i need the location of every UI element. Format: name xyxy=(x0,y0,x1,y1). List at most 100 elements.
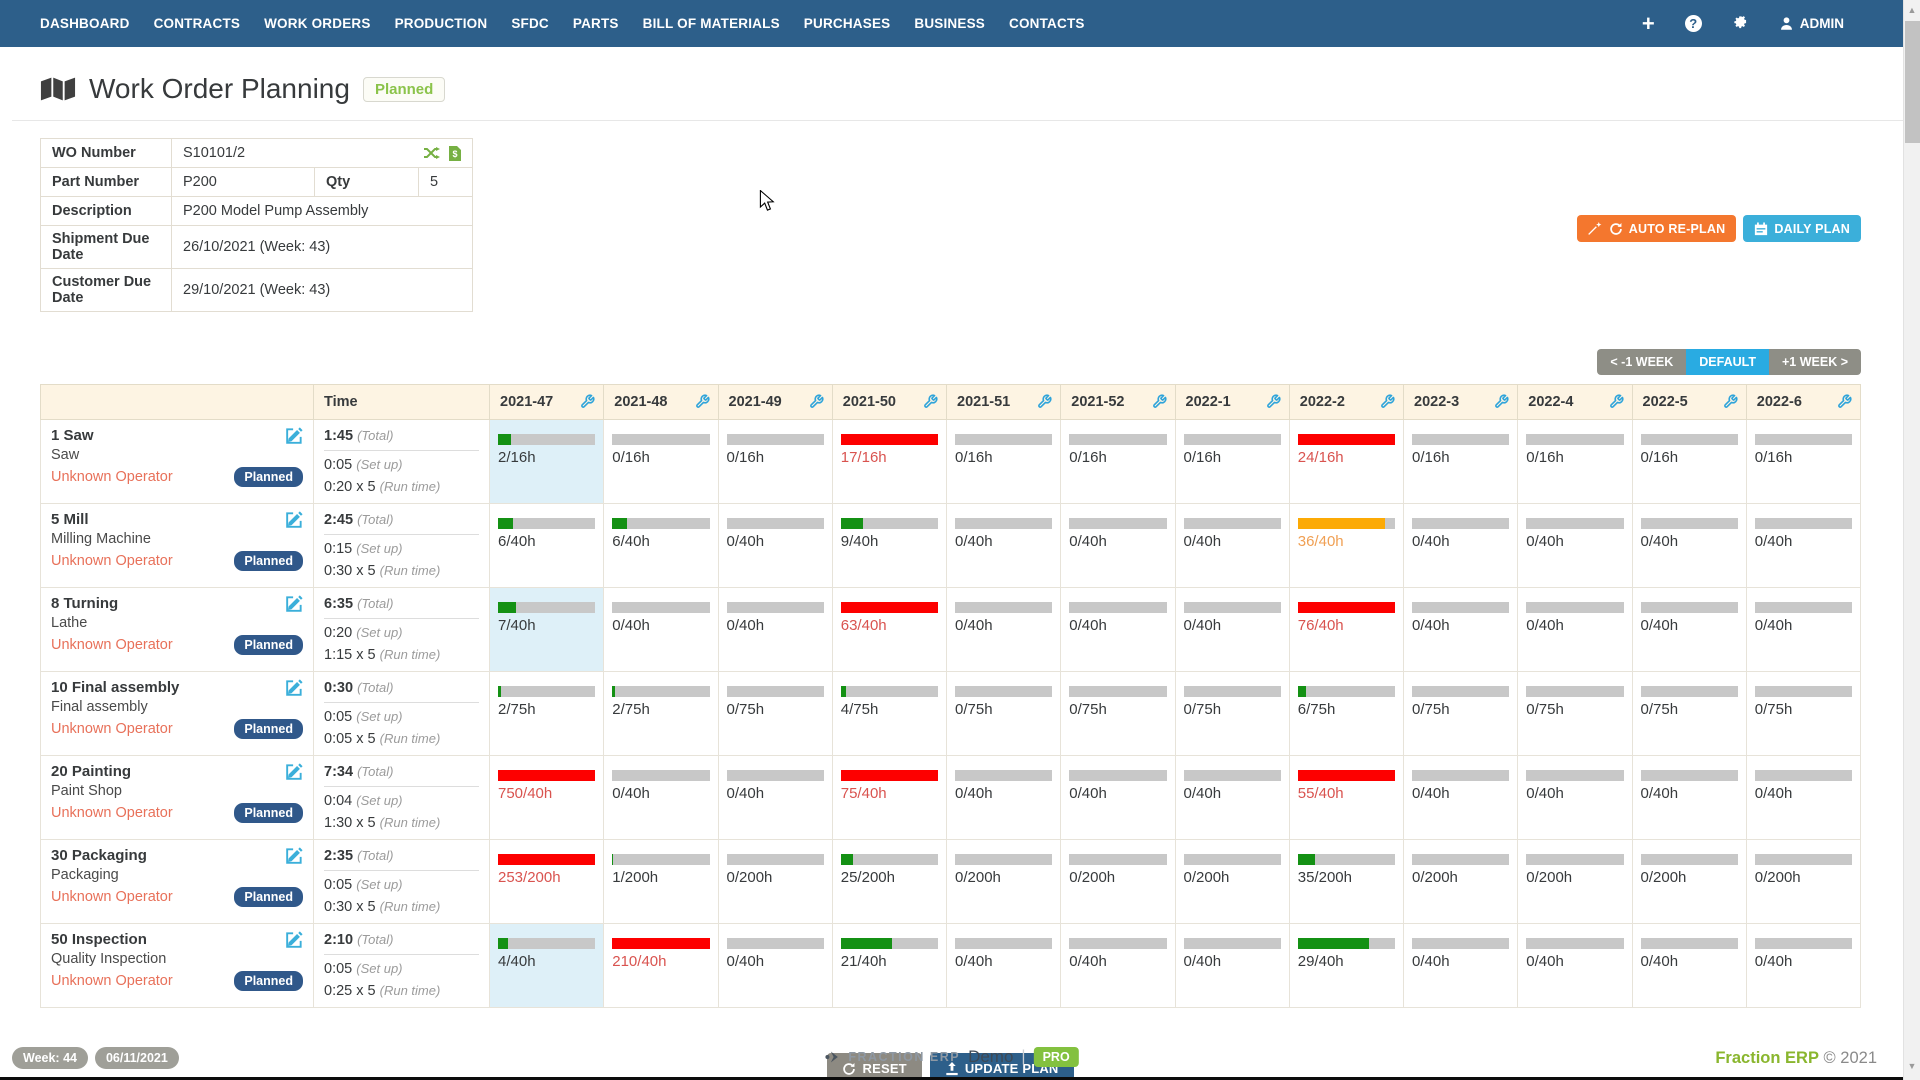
capacity-cell[interactable]: 0/75h xyxy=(1060,671,1176,756)
capacity-cell[interactable]: 750/40h xyxy=(488,755,605,840)
gear-icon[interactable] xyxy=(1732,15,1749,32)
scrollbar-thumb[interactable] xyxy=(1905,21,1920,143)
capacity-cell[interactable]: 0/40h xyxy=(1631,587,1747,672)
wrench-icon[interactable] xyxy=(1723,394,1738,409)
capacity-cell[interactable]: 0/16h xyxy=(945,419,1062,504)
nav-item-work-orders[interactable]: WORK ORDERS xyxy=(264,16,371,31)
capacity-cell[interactable]: 0/200h xyxy=(1402,839,1519,924)
capacity-cell[interactable]: 6/40h xyxy=(603,503,719,588)
auto-replan-button[interactable]: AUTO RE-PLAN xyxy=(1576,215,1737,242)
wrench-icon[interactable] xyxy=(809,394,824,409)
capacity-cell[interactable]: 0/75h xyxy=(717,671,833,756)
capacity-cell[interactable]: 29/40h xyxy=(1288,923,1405,1008)
capacity-cell[interactable]: 0/16h xyxy=(1517,419,1633,504)
capacity-cell[interactable]: 0/16h xyxy=(1174,419,1290,504)
capacity-cell[interactable]: 36/40h xyxy=(1288,503,1405,588)
capacity-cell[interactable]: 0/40h xyxy=(1402,503,1519,588)
capacity-cell[interactable]: 0/40h xyxy=(603,755,719,840)
capacity-cell[interactable]: 75/40h xyxy=(831,755,948,840)
capacity-cell[interactable]: 0/40h xyxy=(1517,587,1633,672)
capacity-cell[interactable]: 21/40h xyxy=(831,923,948,1008)
operator-link[interactable]: Unknown Operator xyxy=(51,805,173,821)
capacity-cell[interactable]: 6/40h xyxy=(488,503,605,588)
edit-icon[interactable] xyxy=(286,511,303,528)
help-icon[interactable]: ? xyxy=(1684,15,1702,32)
shuffle-icon[interactable] xyxy=(423,146,441,160)
capacity-cell[interactable]: 0/16h xyxy=(717,419,833,504)
nav-item-business[interactable]: BUSINESS xyxy=(914,16,985,31)
capacity-cell[interactable]: 35/200h xyxy=(1288,839,1405,924)
capacity-cell[interactable]: 0/40h xyxy=(717,755,833,840)
capacity-cell[interactable]: 0/200h xyxy=(1745,839,1862,924)
capacity-cell[interactable]: 0/40h xyxy=(1745,587,1862,672)
capacity-cell[interactable]: 0/200h xyxy=(717,839,833,924)
operator-link[interactable]: Unknown Operator xyxy=(51,973,173,989)
operator-link[interactable]: Unknown Operator xyxy=(51,889,173,905)
capacity-cell[interactable]: 0/16h xyxy=(1631,419,1747,504)
capacity-cell[interactable]: 0/40h xyxy=(1745,755,1862,840)
wrench-icon[interactable] xyxy=(1837,394,1852,409)
capacity-cell[interactable]: 0/200h xyxy=(1517,839,1633,924)
edit-icon[interactable] xyxy=(286,427,303,444)
capacity-cell[interactable]: 0/40h xyxy=(1517,503,1633,588)
capacity-cell[interactable]: 24/16h xyxy=(1288,419,1405,504)
capacity-cell[interactable]: 0/75h xyxy=(945,671,1062,756)
capacity-cell[interactable]: 0/40h xyxy=(1174,755,1290,840)
user-menu[interactable]: ADMIN xyxy=(1779,16,1844,31)
capacity-cell[interactable]: 0/40h xyxy=(1174,503,1290,588)
capacity-cell[interactable]: 4/40h xyxy=(488,923,605,1008)
reset-button[interactable]: RESET xyxy=(827,1053,922,1080)
operator-link[interactable]: Unknown Operator xyxy=(51,469,173,485)
capacity-cell[interactable]: 2/75h xyxy=(488,671,605,756)
capacity-cell[interactable]: 0/200h xyxy=(1174,839,1290,924)
wrench-icon[interactable] xyxy=(923,394,938,409)
nav-item-purchases[interactable]: PURCHASES xyxy=(803,16,891,31)
capacity-cell[interactable]: 0/40h xyxy=(1174,587,1290,672)
capacity-cell[interactable]: 0/40h xyxy=(945,587,1062,672)
daily-plan-button[interactable]: DAILY PLAN xyxy=(1743,215,1861,242)
edit-icon[interactable] xyxy=(286,763,303,780)
capacity-cell[interactable]: 0/200h xyxy=(1060,839,1176,924)
operator-link[interactable]: Unknown Operator xyxy=(51,553,173,569)
capacity-cell[interactable]: 2/16h xyxy=(488,419,605,504)
nav-item-parts[interactable]: PARTS xyxy=(572,16,619,31)
capacity-cell[interactable]: 0/40h xyxy=(1174,923,1290,1008)
wrench-icon[interactable] xyxy=(580,394,595,409)
capacity-cell[interactable]: 0/40h xyxy=(1402,587,1519,672)
next-week-button[interactable]: +1 WEEK > xyxy=(1769,349,1861,375)
capacity-cell[interactable]: 0/40h xyxy=(1402,923,1519,1008)
capacity-cell[interactable]: 6/75h xyxy=(1288,671,1405,756)
wrench-icon[interactable] xyxy=(1266,394,1281,409)
capacity-cell[interactable]: 253/200h xyxy=(488,839,605,924)
capacity-cell[interactable]: 25/200h xyxy=(831,839,948,924)
nav-item-sfdc[interactable]: SFDC xyxy=(511,16,549,31)
nav-item-bill-of-materials[interactable]: BILL OF MATERIALS xyxy=(642,16,780,31)
nav-item-production[interactable]: PRODUCTION xyxy=(394,16,488,31)
capacity-cell[interactable]: 0/40h xyxy=(1745,503,1862,588)
capacity-cell[interactable]: 0/40h xyxy=(603,587,719,672)
vertical-scrollbar[interactable]: ▲ ▼ xyxy=(1903,0,1920,1080)
capacity-cell[interactable]: 9/40h xyxy=(831,503,948,588)
capacity-cell[interactable]: 0/40h xyxy=(717,503,833,588)
capacity-cell[interactable]: 0/40h xyxy=(945,755,1062,840)
capacity-cell[interactable]: 0/40h xyxy=(1631,503,1747,588)
edit-icon[interactable] xyxy=(286,847,303,864)
default-week-button[interactable]: DEFAULT xyxy=(1686,349,1769,375)
capacity-cell[interactable]: 0/40h xyxy=(945,503,1062,588)
capacity-cell[interactable]: 0/75h xyxy=(1745,671,1862,756)
wrench-icon[interactable] xyxy=(695,394,710,409)
wrench-icon[interactable] xyxy=(1494,394,1509,409)
nav-item-contacts[interactable]: CONTACTS xyxy=(1009,16,1085,31)
scroll-up-arrow[interactable]: ▲ xyxy=(1907,5,1917,15)
capacity-cell[interactable]: 0/40h xyxy=(1745,923,1862,1008)
capacity-cell[interactable]: 2/75h xyxy=(603,671,719,756)
capacity-cell[interactable]: 0/200h xyxy=(945,839,1062,924)
nav-item-dashboard[interactable]: DASHBOARD xyxy=(40,16,130,31)
capacity-cell[interactable]: 0/16h xyxy=(1060,419,1176,504)
operator-link[interactable]: Unknown Operator xyxy=(51,721,173,737)
edit-icon[interactable] xyxy=(286,595,303,612)
wrench-icon[interactable] xyxy=(1380,394,1395,409)
wrench-icon[interactable] xyxy=(1152,394,1167,409)
edit-icon[interactable] xyxy=(286,931,303,948)
capacity-cell[interactable]: 0/40h xyxy=(1517,755,1633,840)
